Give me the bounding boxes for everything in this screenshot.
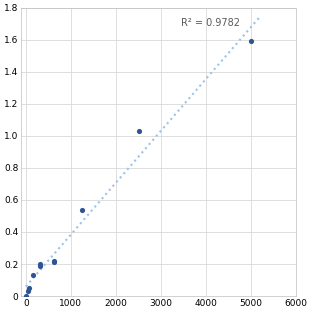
Point	[51, 260, 56, 265]
Text: R² = 0.9782: R² = 0.9782	[181, 18, 240, 28]
Point	[37, 263, 42, 268]
Point	[37, 261, 42, 266]
Point	[51, 258, 56, 263]
Point	[23, 294, 28, 299]
Point	[27, 285, 32, 290]
Point	[30, 273, 35, 278]
Point	[136, 129, 141, 134]
Point	[25, 289, 30, 294]
Point	[80, 207, 85, 212]
Point	[249, 39, 254, 44]
